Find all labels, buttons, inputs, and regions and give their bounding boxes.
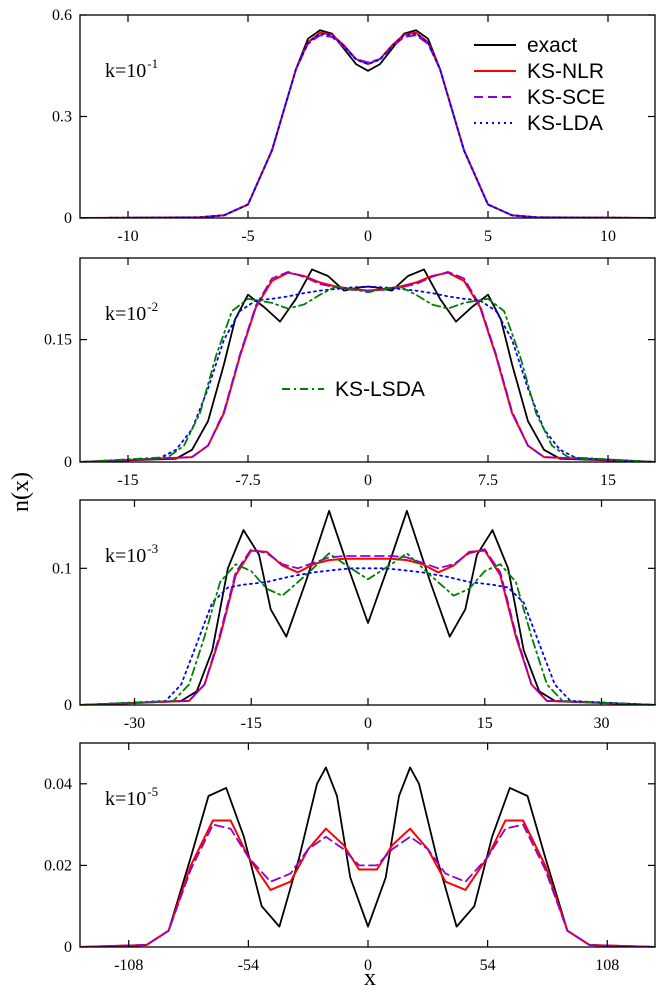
- k-exponent-label: -3: [147, 541, 158, 556]
- y-tick-label: 0.6: [52, 7, 72, 24]
- series-ks-lsda-line: [80, 552, 656, 705]
- x-tick-label: 0: [364, 957, 372, 974]
- x-tick-label: -30: [124, 715, 145, 732]
- x-tick-label: 15: [600, 472, 616, 489]
- curves: [80, 268, 656, 462]
- y-tick-label: 0: [64, 697, 72, 714]
- x-tick-label: 0: [364, 228, 372, 245]
- plot-frame: [79, 742, 656, 948]
- legend-label: KS-LDA: [527, 112, 603, 135]
- y-tick-label: 0: [64, 939, 72, 956]
- legend-label: KS-NLR: [527, 60, 604, 83]
- curves: [80, 510, 656, 705]
- x-tick-label: -5: [241, 228, 254, 245]
- series-ks-nlr-line: [80, 819, 656, 947]
- series-ks-lda-line: [80, 32, 656, 218]
- x-tick-label: 10: [600, 228, 616, 245]
- legend-label: exact: [527, 34, 577, 57]
- legend-lsda: KS-LSDA: [282, 378, 425, 401]
- x-tick-label: -15: [241, 715, 262, 732]
- y-tick-label: 0.3: [52, 109, 72, 126]
- series-ks-lda-line: [80, 285, 656, 462]
- series-exact-line: [80, 510, 656, 705]
- series-ks-sce-line: [80, 271, 656, 462]
- y-tick-label: 0: [64, 454, 72, 471]
- k-exponent-label: -1: [147, 56, 158, 71]
- series-ks-sce-line: [80, 823, 656, 947]
- y-tick-label: 0: [64, 210, 72, 227]
- x-tick-label: -54: [238, 957, 259, 974]
- y-tick-label: 0.15: [44, 332, 72, 349]
- series-ks-nlr-line: [80, 271, 656, 462]
- x-tick-label: -15: [117, 472, 138, 489]
- k-exponent-label: -2: [147, 299, 158, 314]
- x-axis-title: x: [364, 965, 376, 991]
- series-ks-sce-line: [80, 548, 656, 705]
- panel-1: -10 -5 0 5 10 0 0.3 0.6 k=10 -1: [52, 7, 656, 245]
- x-tick-label: 7.5: [478, 472, 498, 489]
- series-exact-line: [80, 766, 656, 947]
- x-tick-label: -108: [114, 957, 143, 974]
- x-tick-label: 5: [484, 228, 492, 245]
- series-exact-line: [80, 268, 656, 462]
- y-tick-label: 0.04: [44, 776, 72, 793]
- k-value-label: k=10: [105, 788, 146, 810]
- x-tick-label: 54: [480, 957, 496, 974]
- series-ks-lda-line: [80, 567, 656, 705]
- y-tick-label: 0.02: [44, 857, 72, 874]
- y-axis-title: n(x): [8, 472, 34, 512]
- legend-label: KS-SCE: [527, 86, 605, 109]
- plot-frame: [79, 499, 656, 706]
- k-value-label: k=10: [105, 60, 146, 82]
- k-value-label: k=10: [105, 303, 146, 325]
- curves: [80, 29, 656, 218]
- x-tick-label: 108: [595, 957, 619, 974]
- curves: [80, 766, 656, 947]
- k-exponent-label: -5: [147, 784, 158, 799]
- panel-2: -15 -7.5 0 7.5 15 0 0.15 k=10 -2: [44, 257, 656, 489]
- panel-4: -108 -54 0 54 108 0 0.02 0.04 k=10 -5: [44, 742, 656, 974]
- plot-frame: [79, 257, 656, 463]
- y-tick-label: 0.1: [52, 560, 72, 577]
- series-ks-lsda-line: [80, 285, 656, 462]
- legend: exact KS-NLR KS-SCE KS-LDA: [474, 34, 605, 135]
- x-tick-label: 30: [594, 715, 610, 732]
- x-tick-label: -7.5: [235, 472, 260, 489]
- x-tick-label: -10: [117, 228, 138, 245]
- x-tick-label: 15: [477, 715, 493, 732]
- panel-3: -30 -15 0 15 30 0 0.1 k=10 -3: [52, 499, 656, 732]
- series-ks-nlr-line: [80, 549, 656, 705]
- x-tick-label: 0: [364, 715, 372, 732]
- x-tick-label: 0: [364, 472, 372, 489]
- k-value-label: k=10: [105, 545, 146, 567]
- legend-label: KS-LSDA: [335, 378, 425, 401]
